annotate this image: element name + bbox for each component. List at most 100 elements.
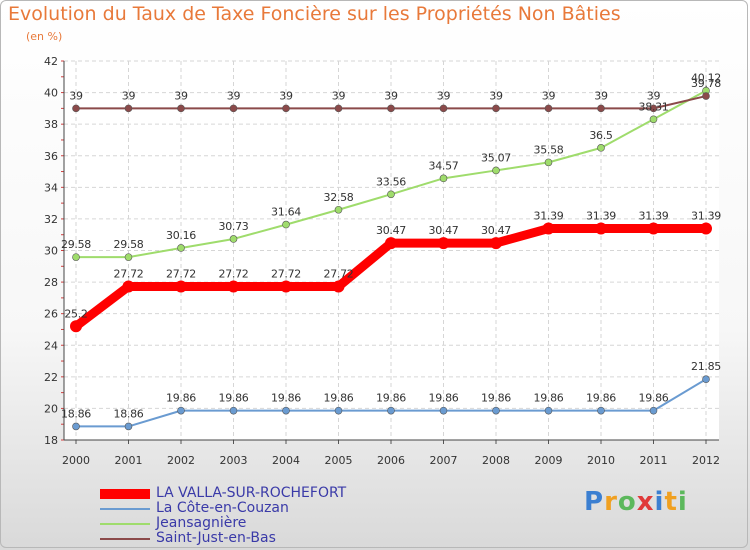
data-label: 39 [174, 89, 188, 102]
data-label: 39 [332, 89, 346, 102]
data-label: 30.73 [219, 220, 249, 233]
data-point [595, 222, 607, 235]
data-label: 27.72 [114, 268, 144, 281]
data-point [490, 237, 502, 250]
x-tick-label: 2010 [587, 454, 615, 467]
data-label: 19.86 [639, 392, 669, 405]
data-point [387, 406, 395, 415]
logo-letter: t [664, 487, 678, 517]
y-tick-label: 20 [44, 402, 58, 415]
data-point [282, 220, 290, 229]
data-point [72, 253, 80, 261]
chart-title: Evolution du Taux de Taxe Foncière sur l… [8, 3, 621, 25]
data-label: 27.72 [271, 268, 301, 281]
y-tick-label: 18 [44, 434, 58, 447]
data-point [647, 222, 660, 235]
x-tick-label: 2003 [220, 454, 248, 467]
x-tick-label: 2001 [115, 454, 143, 467]
data-point [439, 174, 448, 183]
legend-swatch [100, 523, 150, 525]
data-point [544, 406, 553, 415]
y-tick-label: 28 [44, 276, 58, 289]
data-point [334, 205, 343, 214]
x-tick-label: 2006 [377, 454, 405, 467]
data-point [177, 244, 185, 252]
data-label: 27.72 [324, 268, 354, 281]
x-tick-label: 2012 [692, 454, 720, 467]
data-label: 31.39 [639, 210, 669, 223]
y-tick-label: 42 [44, 55, 58, 68]
data-label: 39.78 [691, 77, 721, 90]
y-tick-label: 40 [44, 87, 58, 100]
data-point [702, 375, 710, 384]
data-label: 30.16 [166, 229, 196, 242]
data-label: 31.64 [271, 206, 301, 219]
y-tick-label: 34 [44, 181, 58, 194]
data-label: 31.39 [691, 210, 721, 223]
x-tick-label: 2005 [325, 454, 353, 467]
y-tick-label: 26 [44, 308, 58, 321]
data-label: 39 [437, 89, 451, 102]
data-point [229, 406, 238, 415]
data-point [597, 144, 605, 152]
data-label: 33.56 [376, 175, 406, 188]
grid-layer [64, 60, 719, 441]
data-label: 19.86 [481, 392, 511, 405]
data-point [544, 158, 553, 167]
y-tick-label: 22 [44, 371, 58, 384]
data-label: 39 [647, 89, 661, 102]
data-point [177, 406, 185, 415]
data-point [72, 422, 80, 431]
logo-letter: o [617, 487, 637, 517]
data-point [122, 280, 135, 293]
data-label: 29.58 [61, 238, 91, 251]
data-point [332, 280, 345, 293]
data-label: 30.47 [481, 224, 511, 237]
y-tick-label: 36 [44, 150, 58, 163]
chart-subtitle: (en %) [26, 30, 63, 43]
data-label: 19.86 [324, 392, 354, 405]
data-label: 19.86 [429, 392, 459, 405]
data-label: 29.58 [114, 238, 144, 251]
data-point [387, 190, 395, 199]
y-tick-label: 38 [44, 118, 58, 131]
data-point [439, 104, 448, 113]
data-label: 18.86 [61, 407, 91, 420]
data-point [492, 406, 500, 415]
data-point [227, 280, 240, 293]
data-point [597, 406, 605, 415]
data-label: 21.85 [691, 360, 721, 373]
y-tick-label: 32 [44, 213, 58, 226]
data-label: 19.86 [534, 392, 564, 405]
data-label: 19.86 [166, 392, 196, 405]
logo-letter: P [584, 487, 605, 517]
data-point [72, 104, 80, 113]
legend-label: LA VALLA-SUR-ROCHEFORT [156, 485, 347, 501]
logo-letter: i [677, 487, 688, 517]
data-point [437, 237, 450, 250]
data-point [649, 104, 658, 113]
x-tick-label: 2011 [640, 454, 668, 467]
data-point [70, 320, 82, 333]
axis-layer: 18 20 22 24 26 28 30 32 34 36 38 40 42 2000 2001 2002 20… [44, 55, 720, 467]
data-label: 38.31 [639, 100, 669, 113]
data-label: 31.39 [534, 210, 564, 223]
data-label: 31.39 [586, 210, 616, 223]
x-tick-label: 2004 [272, 454, 300, 467]
data-label: 19.86 [586, 392, 616, 405]
data-label: 25.2 [64, 307, 87, 320]
data-point [124, 104, 133, 113]
data-label: 39 [227, 89, 241, 102]
legend-swatch [100, 508, 150, 510]
series-layer [70, 86, 712, 431]
x-tick-label: 2000 [62, 454, 90, 467]
legend-label: Saint-Just-en-Bas [156, 530, 276, 546]
x-tick-label: 2008 [482, 454, 510, 467]
data-point [229, 104, 238, 113]
x-tick-label: 2002 [167, 454, 195, 467]
data-label: 39 [69, 89, 83, 102]
data-label: 36.5 [589, 129, 613, 142]
data-point [492, 104, 500, 113]
